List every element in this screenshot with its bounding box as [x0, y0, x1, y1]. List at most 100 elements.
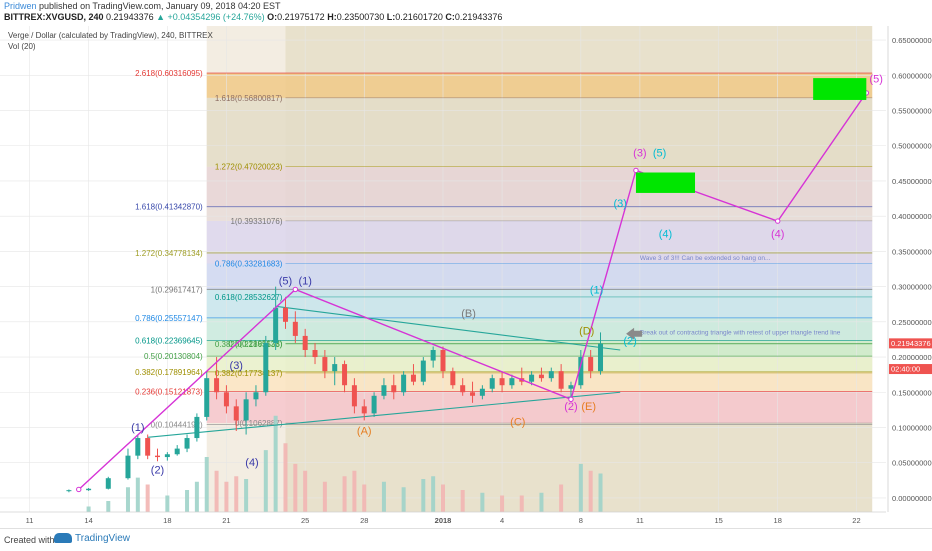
- volume-bar: [342, 476, 347, 512]
- elliott-wave-point: [775, 218, 781, 224]
- fib-left-label: 1.272(0.34778134): [135, 249, 203, 258]
- ohlc-low: 0.21601720: [395, 12, 443, 22]
- volume-bar: [500, 495, 505, 512]
- volume-bar: [362, 484, 367, 512]
- ohlc-close-label: C:: [445, 12, 455, 22]
- candle-body: [253, 392, 259, 400]
- fib-left-label: 0(0.10444192): [151, 420, 203, 429]
- candle-body: [578, 357, 584, 386]
- price-badge-label: 02:40:00: [891, 365, 920, 374]
- y-tick-label: 0.10000000: [892, 423, 932, 432]
- volume-bar: [322, 481, 327, 512]
- candle-body: [361, 406, 367, 414]
- candle-body: [223, 392, 229, 407]
- x-tick-label: 25: [301, 516, 309, 525]
- candle-body: [529, 374, 535, 382]
- x-tick-label: 18: [774, 516, 782, 525]
- tradingview-logo[interactable]: TradingView: [54, 533, 130, 544]
- price-chart[interactable]: 0(0.10444192) 0.236(0.15121873) 0.382(0.17…: [0, 0, 932, 528]
- fib-zone: [206, 166, 873, 207]
- fib-zone: [206, 340, 873, 357]
- volume-bar: [135, 477, 140, 512]
- candle-body: [430, 350, 436, 361]
- breakout-arrow-icon: [626, 327, 643, 340]
- elliott-wave-point: [292, 286, 299, 293]
- quote-line: BITTREX:XVGUSD, 240 0.21943376 ▲ +0.0435…: [4, 12, 502, 22]
- volume-bar: [460, 490, 465, 512]
- volume-bar: [352, 470, 357, 512]
- price-badge-label: 0.21943376: [891, 339, 931, 348]
- wave-label: (3): [633, 147, 646, 159]
- fib-right-label: 0.382(0.21861535): [215, 340, 283, 349]
- ohlc-open-label: O:: [267, 12, 278, 22]
- candle-body: [135, 438, 141, 456]
- volume-bar: [421, 479, 426, 512]
- y-tick-label: 0.05000000: [892, 459, 932, 468]
- candle-body: [558, 371, 564, 389]
- volume-bar: [431, 476, 436, 512]
- fib-left-label: 1.618(0.41342870): [135, 203, 203, 212]
- elliott-wave-point: [76, 486, 82, 493]
- candle-body: [371, 395, 377, 414]
- fib-left-label: 0.5(0.20130804): [144, 352, 203, 361]
- y-tick-label: 0.20000000: [892, 353, 932, 362]
- candle-body: [391, 385, 397, 393]
- volume-bar: [244, 479, 249, 512]
- volume-bar: [519, 495, 524, 512]
- candle-body: [509, 378, 515, 386]
- wave-label: (4): [771, 228, 784, 240]
- fib-zone: [206, 356, 873, 372]
- wave-3-note: Wave 3 of 3!!! Can be extended so hang o…: [640, 255, 771, 262]
- candle-body: [548, 371, 554, 379]
- volume-bar: [559, 484, 564, 512]
- fib-zone: [206, 263, 873, 290]
- candle-body: [470, 392, 476, 396]
- x-tick-label: 15: [714, 516, 722, 525]
- y-tick-label: 0.55000000: [892, 107, 932, 116]
- volume-bar: [588, 470, 593, 512]
- published-text: published on TradingView.com, January 09…: [39, 1, 281, 11]
- volume-label: Vol (20): [8, 42, 36, 51]
- ohlc-high: 0.23500730: [336, 12, 385, 22]
- wave-3-target-box: [635, 172, 696, 193]
- wave-label: (D): [579, 326, 594, 338]
- x-tick-label: 21: [222, 516, 230, 525]
- y-tick-label: 0.45000000: [892, 177, 932, 186]
- y-tick-label: 0.15000000: [892, 388, 932, 397]
- candle-body: [479, 388, 485, 396]
- footer: Created with TradingView: [0, 528, 932, 551]
- y-tick-label: 0.30000000: [892, 283, 932, 292]
- candle-body: [420, 360, 426, 382]
- candle-body: [145, 438, 151, 456]
- created-with-text: Created with: [4, 535, 55, 545]
- wave-label: (4): [659, 228, 672, 240]
- tradingview-brand: TradingView: [75, 533, 131, 544]
- volume-bar: [441, 484, 445, 512]
- tradingview-cloud-icon: [54, 533, 72, 544]
- y-tick-label: 0.50000000: [892, 142, 932, 151]
- x-tick-label: 8: [579, 516, 583, 525]
- fib-zone: [206, 391, 873, 424]
- fib-right-label: 0.618(0.28532627): [215, 293, 283, 302]
- author-link[interactable]: Pridwen: [4, 1, 37, 11]
- candle-body: [86, 488, 92, 491]
- chart-title: Verge / Dollar (calculated by TradingVie…: [8, 31, 213, 40]
- volume-bar: [234, 476, 239, 512]
- wave-label: (4): [245, 457, 258, 469]
- price-change: ▲ +0.04354296 (+24.76%): [156, 12, 265, 22]
- fib-right-label: 1.272(0.47020023): [215, 163, 283, 172]
- x-tick-label: 2018: [435, 516, 452, 525]
- volume-bar: [106, 501, 111, 512]
- wave-label: (5): [653, 147, 666, 159]
- wave-label: (3): [613, 198, 626, 210]
- volume-bar: [214, 470, 219, 512]
- candle-body: [105, 478, 111, 489]
- volume-bar: [204, 457, 209, 512]
- wave-label: (1): [590, 285, 603, 297]
- y-tick-label: 0.65000000: [892, 36, 932, 45]
- price-axis-bg: [888, 26, 932, 512]
- wave-label: (B): [461, 308, 476, 320]
- publish-header: Pridwen published on TradingView.com, Ja…: [0, 0, 932, 26]
- candle-body: [263, 342, 269, 393]
- candle-body: [125, 455, 131, 479]
